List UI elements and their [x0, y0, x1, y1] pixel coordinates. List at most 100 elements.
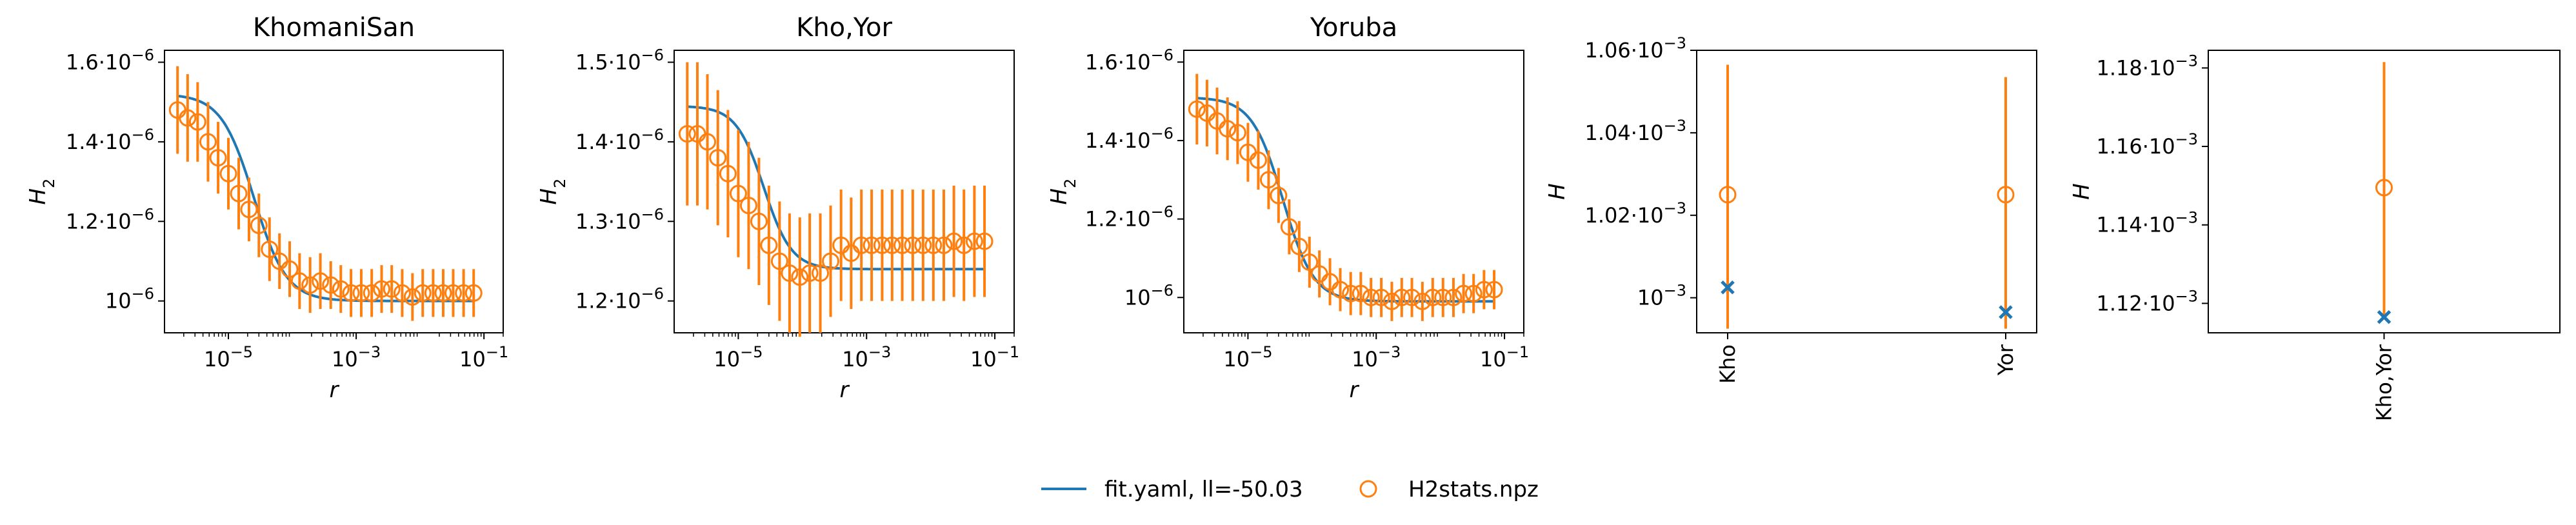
fit-curve [177, 94, 474, 302]
data-point [914, 236, 932, 254]
data-point [424, 284, 442, 302]
y-tick-label: 1.18·10−3 [2096, 52, 2198, 80]
data-point [230, 184, 248, 203]
panel-4: 10−3 1.02·10−3 1.04·10−3 1.06·10−3 H Kho Yor [1544, 34, 2037, 384]
data-point [1444, 288, 1463, 306]
data-point [750, 212, 768, 230]
data-point [199, 133, 217, 151]
data-point [935, 236, 953, 254]
y-tick-label: 1.5·10−6 [575, 46, 664, 75]
data-point [873, 236, 891, 254]
data-point [209, 149, 227, 167]
data-point [1413, 292, 1432, 310]
data-point [312, 272, 330, 290]
data-point [1362, 288, 1380, 306]
y-tick-label: 1.16·10−3 [2096, 130, 2198, 159]
data-point [322, 276, 340, 294]
fit-marker [2377, 310, 2391, 324]
panel-2: Kho,Yor 1.2·10−6 1.3·10−6 1.4·10−6 1.5·10−6 H… [536, 13, 1019, 403]
data-point [290, 272, 308, 290]
x-category-label: Kho [1715, 344, 1740, 384]
data-point [955, 236, 973, 254]
data-point [1219, 120, 1237, 138]
x-tick-label: 10−5 [714, 343, 763, 371]
data-point [281, 260, 299, 278]
y-axis-label: H2 [25, 179, 58, 205]
data-point [1188, 100, 1206, 118]
data-point [1352, 284, 1370, 302]
data-point [383, 280, 401, 298]
data-point [179, 109, 197, 127]
x-category-label: Kho,Yor [2372, 344, 2397, 421]
data-point [240, 201, 258, 219]
fit-curve [687, 105, 985, 271]
data-point [1455, 284, 1473, 302]
y-tick-label: 1.4·10−6 [66, 126, 154, 154]
data-point [894, 236, 912, 254]
y-tick-label: 1.2·10−6 [1085, 203, 1173, 232]
y-tick-label: 1.02·10−3 [1584, 199, 1686, 228]
data-point [1270, 186, 1288, 204]
x-axis-label: r [840, 377, 850, 403]
data-point [464, 284, 483, 302]
plot-frame [1183, 50, 1524, 333]
fit-marker-stroke [2377, 310, 2391, 324]
data-point [781, 264, 799, 282]
plot-frame [674, 50, 1015, 333]
data-point [261, 240, 279, 258]
data-point [1342, 284, 1360, 302]
plot-frame [164, 50, 504, 333]
x-category-label: Yor [1993, 344, 2018, 376]
data-point [250, 216, 268, 234]
data-point [739, 197, 757, 215]
y-tick-label: 1.6·10−6 [66, 46, 154, 75]
x-tick-label: 10−5 [204, 343, 253, 371]
data-point [1464, 284, 1483, 302]
data-point [699, 133, 717, 151]
data-point [812, 264, 830, 282]
x-tick-label: 10−1 [459, 343, 508, 371]
legend-fit-label: fit.yaml, ll=-50.03 [1104, 477, 1303, 502]
data-point [904, 236, 922, 254]
data-point [1403, 288, 1421, 306]
data-point [863, 236, 881, 254]
data-point [1475, 281, 1493, 299]
legend-data-marker [1359, 480, 1377, 498]
fit-marker-stroke [1999, 305, 2013, 319]
data-point [414, 284, 432, 302]
x-tick-label: 10−5 [1223, 343, 1272, 371]
data-point [719, 164, 737, 183]
data-point [1434, 288, 1452, 306]
y-axis-label: H2 [1046, 179, 1079, 205]
data-point [678, 125, 696, 143]
data-point [760, 236, 778, 254]
data-point [822, 252, 840, 270]
data-point [1424, 288, 1442, 306]
y-tick-label: 1.2·10−6 [575, 285, 664, 313]
panel-1: KhomaniSan 10−6 1.2·10−6 1.4·10−6 1.6·10−6 H2… [25, 13, 508, 403]
y-tick-label: 1.12·10−3 [2096, 287, 2198, 315]
data-point [363, 284, 381, 302]
fit-curve [1197, 97, 1495, 303]
x-axis-label: r [1350, 377, 1360, 403]
x-tick-label: 10−1 [970, 343, 1019, 371]
data-point [403, 288, 421, 306]
fit-marker [1721, 280, 1735, 295]
data-point [373, 280, 391, 298]
data-point [791, 268, 809, 286]
y-axis-label: H2 [536, 179, 569, 205]
data-point [1290, 237, 1308, 255]
x-tick-label: 10−1 [1480, 343, 1529, 371]
data-point [434, 284, 452, 302]
data-point [1301, 253, 1319, 271]
plot-frame [1696, 50, 2037, 333]
data-point [770, 252, 788, 270]
panel-5: 1.12·10−3 1.14·10−3 1.16·10−3 1.18·10−3 H Kho… [2069, 50, 2561, 421]
data-point [1719, 186, 1737, 204]
data-point [945, 232, 963, 250]
y-tick-label: 1.04·10−3 [1584, 117, 1686, 145]
data-point [924, 236, 943, 254]
data-point [455, 284, 473, 302]
data-point [1332, 281, 1350, 299]
y-tick-label: 1.06·10−3 [1584, 34, 1686, 63]
